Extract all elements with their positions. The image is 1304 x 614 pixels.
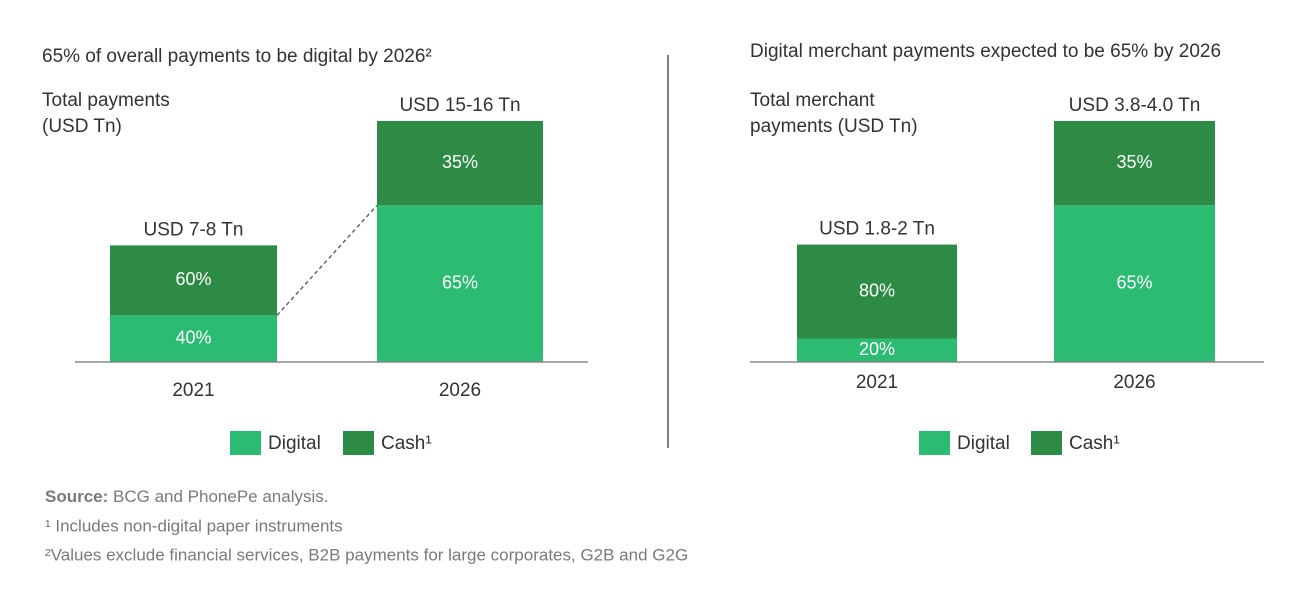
x-tick-label: 2026 <box>439 380 481 401</box>
data-label: 65% <box>1116 272 1152 292</box>
legend-label: Cash¹ <box>381 433 432 454</box>
footnote: ²Values exclude financial services, B2B … <box>45 545 688 564</box>
total-label: USD 1.8-2 Tn <box>819 219 935 240</box>
x-tick-label: 2021 <box>172 380 214 401</box>
total-label: USD 3.8-4.0 Tn <box>1069 95 1201 116</box>
data-label: 65% <box>442 272 478 292</box>
axis-label: payments (USD Tn) <box>750 116 918 137</box>
bar-segment <box>110 245 277 316</box>
legend-swatch <box>343 431 374 455</box>
data-label: 80% <box>859 280 895 300</box>
legend-swatch <box>230 431 261 455</box>
legend-swatch <box>1031 431 1062 455</box>
legend-swatch <box>919 431 950 455</box>
x-tick-label: 2026 <box>1113 372 1155 393</box>
axis-label: Total merchant <box>750 90 875 111</box>
source: Source: BCG and PhonePe analysis. <box>45 487 329 506</box>
axis-label: Total payments <box>42 90 170 111</box>
bar-segment <box>797 244 957 339</box>
data-label: 35% <box>442 152 478 172</box>
legend-label: Digital <box>268 433 321 454</box>
chart-title: 65% of overall payments to be digital by… <box>42 46 432 67</box>
bar-segment <box>377 121 543 206</box>
data-label: 35% <box>1116 152 1152 172</box>
chart-title: Digital merchant payments expected to be… <box>750 41 1221 62</box>
total-label: USD 15-16 Tn <box>399 95 520 116</box>
data-label: 60% <box>175 269 211 289</box>
total-label: USD 7-8 Tn <box>144 219 244 240</box>
data-label: 20% <box>859 339 895 359</box>
x-tick-label: 2021 <box>856 372 898 393</box>
connector <box>276 204 378 316</box>
source-text: BCG and PhonePe analysis. <box>113 487 328 506</box>
bar-segment <box>1054 205 1215 362</box>
bar-segment <box>797 338 957 362</box>
source-label: Source: <box>45 487 108 506</box>
axis-label: (USD Tn) <box>42 116 122 137</box>
legend-label: Digital <box>957 433 1010 454</box>
bar-segment <box>110 315 277 362</box>
data-label: 40% <box>175 327 211 347</box>
footnote: ¹ Includes non-digital paper instruments <box>45 516 343 535</box>
legend-label: Cash¹ <box>1069 433 1120 454</box>
bar-segment <box>377 205 543 362</box>
bar-segment <box>1054 121 1215 206</box>
